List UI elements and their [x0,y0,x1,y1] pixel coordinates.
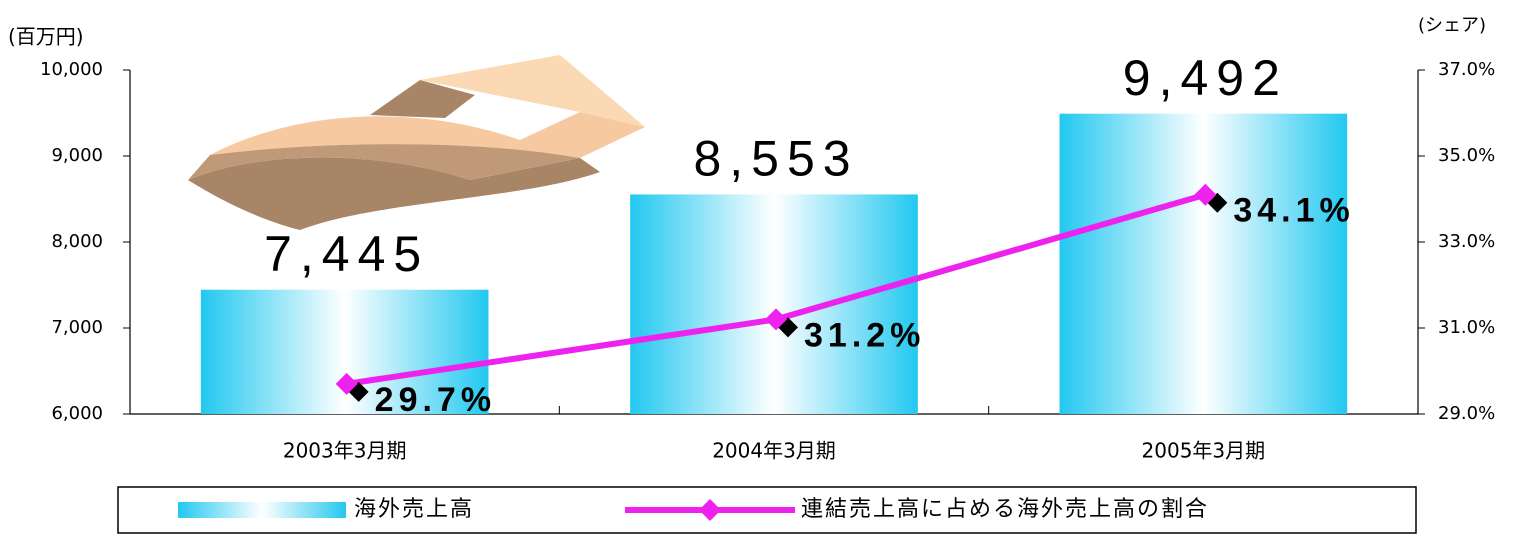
bar-value-label: 8,553 [693,131,858,187]
y2-axis-title: (シェア) [1418,15,1486,36]
bar [1059,113,1348,415]
y2-tick-label: 31.0% [1438,317,1495,338]
y2-tick-label: 29.0% [1438,403,1495,424]
bar [200,289,489,414]
y-tick-label: 7,000 [51,317,103,338]
marker [335,372,358,395]
legend-label: 海外売上高 [354,497,474,522]
y2-tick-label: 37.0% [1438,59,1495,80]
y-tick-label: 10,000 [40,59,103,80]
point-value-label: 29.7% [375,381,496,419]
y-axis-title: (百万円) [8,25,84,49]
marker [1194,183,1217,206]
y-tick-label: 6,000 [51,403,103,424]
x-tick-label: 2004年3月期 [712,439,836,463]
marker [765,308,787,331]
y2-tick-label: 33.0% [1438,231,1495,252]
bar [630,194,918,414]
legend-box [117,486,1417,534]
x-tick-label: 2003年3月期 [283,439,407,463]
legend-swatch [178,502,346,518]
y-tick-label: 8,000 [51,231,103,252]
x-tick-label: 2005年3月期 [1142,439,1266,463]
decorative-arrow [188,55,645,230]
y-tick-label: 9,000 [51,145,103,166]
point-value-label: 31.2% [804,316,925,354]
bar-value-label: 7,445 [264,226,429,282]
bar-value-label: 9,492 [1123,50,1288,106]
legend-marker [699,499,721,521]
point-value-label: 34.1% [1233,192,1354,230]
y2-tick-label: 35.0% [1438,145,1495,166]
legend-label: 連結売上高に占める海外売上高の割合 [801,497,1209,522]
